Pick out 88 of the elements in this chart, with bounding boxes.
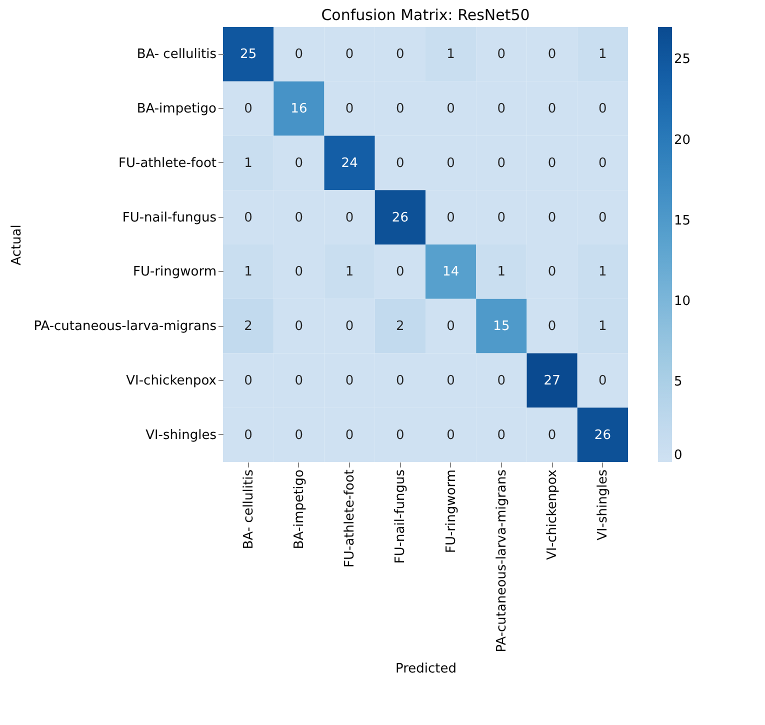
data-label: 0 [396,47,404,62]
x-tick-label: VI-chickenpox [545,469,560,560]
data-label: 1 [598,264,607,280]
data-label: 0 [244,102,252,117]
data-label: 2 [396,319,404,334]
color-bar-label: 20 [674,132,691,148]
data-label: 0 [345,102,354,117]
data-label: 16 [290,102,308,117]
data-label: 0 [598,373,607,388]
color-bar-label: 25 [674,52,691,68]
data-label: 0 [497,373,506,388]
data-label: 0 [446,319,455,334]
color-bar-label: 10 [674,294,691,309]
data-label: 25 [240,47,257,62]
data-label: 1 [598,319,607,334]
data-label: 0 [396,102,404,117]
data-label: 0 [294,373,304,388]
y-tick-label: VI-chickenpox [126,373,217,388]
data-label: 0 [244,210,252,226]
y-tick-label: VI-shingles [146,428,217,443]
color-bar-label: 0 [674,448,682,463]
x-axis-title: Predicted [395,661,457,676]
data-label: 26 [594,428,611,443]
data-label: 0 [446,156,455,171]
data-label: 0 [497,47,506,62]
data-label: 0 [548,102,556,117]
data-label: 0 [548,47,556,62]
data-label: 0 [598,102,607,117]
data-label: 0 [294,210,304,226]
data-label: 0 [294,428,304,443]
x-tick-label: BA-impetigo [292,469,307,550]
data-label: 0 [446,102,455,117]
data-label: 0 [548,156,556,171]
data-label: 0 [294,156,304,171]
y-tick-label: PA-cutaneous-larva-migrans [34,319,217,334]
data-label: 2 [244,319,252,334]
x-tick-label: FU-nail-fungus [393,469,408,564]
data-label: 0 [345,319,354,334]
y-tick-label: BA-impetigo [136,102,217,117]
data-label: 0 [446,373,455,388]
data-label: 0 [294,264,304,280]
data-label: 0 [396,264,404,280]
y-tick-label: FU-nail-fungus [122,210,217,226]
data-label: 1 [497,264,506,280]
data-label: 1 [345,264,354,280]
data-label: 0 [345,210,354,226]
data-label: 0 [294,319,304,334]
color-bar-label: 15 [674,213,691,228]
data-label: 0 [446,210,455,226]
x-tick-label: FU-ringworm [444,470,459,553]
data-label: 0 [598,156,607,171]
data-label: 0 [548,210,556,226]
data-label: 0 [345,428,354,443]
data-label: 1 [446,47,455,62]
data-label: 0 [345,373,354,388]
y-tick-label: FU-ringworm [133,264,216,280]
data-label: 0 [598,210,607,226]
data-label: 0 [548,319,556,334]
data-label: 0 [396,373,404,388]
data-label: 0 [497,102,506,117]
data-label: 15 [493,319,510,334]
data-label: 0 [396,428,404,443]
chart-title: Confusion Matrix: ResNet50 [321,6,530,24]
data-label: 0 [548,264,556,280]
data-label: 0 [244,428,252,443]
y-axis-title: Actual [10,224,25,266]
data-label: 1 [244,264,252,280]
x-tick-label: FU-athlete-foot [342,470,358,568]
data-label: 26 [392,210,408,226]
data-label: 24 [341,156,358,171]
data-label: 0 [497,428,506,443]
data-label: 0 [446,428,455,443]
x-tick-label: VI-shingles [596,469,611,540]
data-label: 0 [497,210,506,226]
color-bar-label: 5 [674,374,682,390]
y-tick-label: FU-athlete-foot [118,156,216,171]
data-label: 14 [442,264,460,280]
data-label: 0 [345,47,354,62]
y-tick-label: BA- cellulitis [136,47,217,62]
data-label: 0 [396,156,404,171]
x-tick-label: PA-cutaneous-larva-migrans [494,469,510,652]
data-label: 0 [294,47,304,62]
data-label: 0 [548,428,556,443]
data-label: 0 [497,156,506,171]
data-label: 1 [244,156,252,171]
data-label: 27 [544,373,560,388]
data-label: 0 [244,373,252,388]
data-label: 1 [598,47,607,62]
